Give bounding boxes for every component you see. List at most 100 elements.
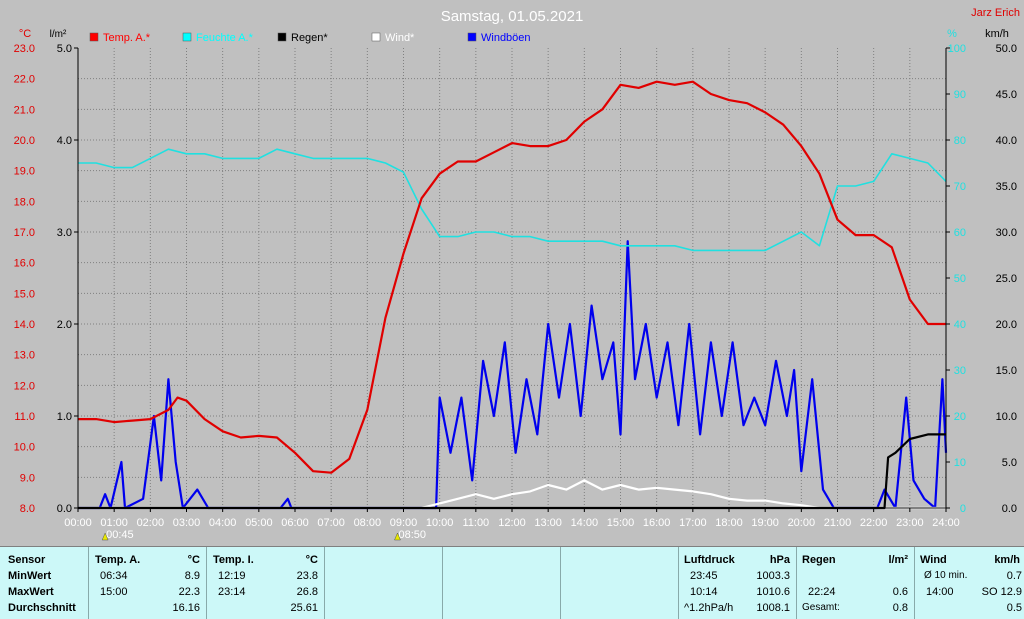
gusts-line xyxy=(78,240,948,510)
wind-tick-label: 15.0 xyxy=(996,365,1017,377)
column-divider xyxy=(324,547,325,619)
wind-tick-label: 25.0 xyxy=(996,273,1017,285)
x-tick-label: 10:00 xyxy=(426,517,454,529)
weather-chart: 00:00 01:00 02:00 03:00 04:00 05:00 06:00 07:00… xyxy=(14,7,1020,541)
pressure-header: Luftdruck xyxy=(684,554,735,566)
temp-tick-label: 18.0 xyxy=(14,196,35,208)
pressure-min-value: 1003.3 xyxy=(756,570,790,582)
wind-tick-label: 30.0 xyxy=(996,227,1017,239)
legend-swatch xyxy=(182,32,192,42)
time-marker-label: 08:50 xyxy=(398,529,426,541)
rain-max-value: 0.6 xyxy=(892,586,908,598)
temp-a-max-time: 15:00 xyxy=(100,586,128,598)
temp-tick-label: 14.0 xyxy=(14,319,35,331)
wind-avg10-label: Ø 10 min. xyxy=(924,570,968,581)
ticks-layer: 00:00 01:00 02:00 03:00 04:00 05:00 06:00 07:00… xyxy=(14,43,1017,529)
x-tick-label: 20:00 xyxy=(788,517,816,529)
temp-a-header: Temp. A. xyxy=(95,554,141,566)
legend-label: Regen* xyxy=(291,32,328,44)
author-label: Jarz Erich xyxy=(971,7,1020,19)
wind-tick-label: 20.0 xyxy=(996,319,1017,331)
humidity-tick-label: 10 xyxy=(954,457,966,469)
x-tick-label: 01:00 xyxy=(100,517,128,529)
wind-avg10-value: 0.7 xyxy=(1006,570,1022,582)
time-marker-icon xyxy=(394,532,401,541)
pressure-max-value: 1010.6 xyxy=(756,586,790,598)
temp-a-min-time: 06:34 xyxy=(100,570,128,582)
temp-tick-label: 17.0 xyxy=(14,227,35,239)
temp-a-max-value: 22.3 xyxy=(178,586,200,598)
temp-tick-label: 19.0 xyxy=(14,166,35,178)
max-label: MaxWert xyxy=(8,586,54,598)
x-tick-label: 14:00 xyxy=(571,517,599,529)
statistics-table: Sensor MinWert MaxWert Durchschnitt Temp… xyxy=(0,546,1024,619)
x-tick-label: 19:00 xyxy=(751,517,779,529)
avg-label: Durchschnitt xyxy=(8,602,76,614)
x-tick-label: 05:00 xyxy=(245,517,273,529)
rain-total-value: 0.8 xyxy=(892,602,908,614)
column-divider xyxy=(88,547,89,619)
legend-label: Windböen xyxy=(481,32,531,44)
legend-swatch xyxy=(89,32,99,42)
humidity-tick-label: 20 xyxy=(954,411,966,423)
humidity-tick-label: 100 xyxy=(948,43,966,55)
humidity-tick-label: 40 xyxy=(954,319,966,331)
temp-tick-label: 13.0 xyxy=(14,350,35,362)
humidity-tick-label: 60 xyxy=(954,227,966,239)
rain-tick-label: 0.0 xyxy=(57,503,72,515)
wind-unit-label: km/h xyxy=(985,28,1009,40)
rain-tick-label: 1.0 xyxy=(57,411,72,423)
rain-tick-label: 3.0 xyxy=(57,227,72,239)
grid-layer xyxy=(78,48,946,508)
temp-tick-label: 9.0 xyxy=(20,472,35,484)
x-tick-label: 06:00 xyxy=(281,517,309,529)
x-tick-label: 03:00 xyxy=(173,517,201,529)
wind-tick-label: 45.0 xyxy=(996,89,1017,101)
temp-tick-label: 10.0 xyxy=(14,442,35,454)
wind-tick-label: 10.0 xyxy=(996,411,1017,423)
marker-layer: 00:45 08:50 xyxy=(101,529,426,541)
rain-tick-label: 2.0 xyxy=(57,319,72,331)
column-divider xyxy=(442,547,443,619)
pressure-avg-value: 1008.1 xyxy=(756,602,790,614)
temp-a-min-value: 8.9 xyxy=(184,570,200,582)
x-tick-label: 15:00 xyxy=(607,517,635,529)
column-divider xyxy=(796,547,797,619)
x-tick-label: 02:00 xyxy=(137,517,165,529)
wind-unit: km/h xyxy=(994,554,1020,566)
x-tick-label: 21:00 xyxy=(824,517,852,529)
temp-tick-label: 20.0 xyxy=(14,135,35,147)
rain-tick-label: 5.0 xyxy=(57,43,72,55)
x-tick-label: 12:00 xyxy=(498,517,526,529)
humidity-tick-label: 50 xyxy=(954,273,966,285)
x-tick-label: 04:00 xyxy=(209,517,237,529)
x-tick-label: 18:00 xyxy=(715,517,743,529)
sensor-header: Sensor xyxy=(8,554,46,566)
column-divider xyxy=(914,547,915,619)
x-tick-label: 00:00 xyxy=(64,517,92,529)
temp-a-unit: °C xyxy=(187,554,200,566)
temp-tick-label: 11.0 xyxy=(14,411,35,423)
wind-tick-label: 0.0 xyxy=(1002,503,1017,515)
temp-tick-label: 15.0 xyxy=(14,288,35,300)
rain-tick-label: 4.0 xyxy=(57,135,72,147)
pressure-max-time: 10:14 xyxy=(690,586,718,598)
x-tick-label: 11:00 xyxy=(462,517,489,529)
x-tick-label: 13:00 xyxy=(534,517,562,529)
humidity-tick-label: 90 xyxy=(954,89,966,101)
temp-i-avg-value: 25.61 xyxy=(290,602,318,614)
x-tick-label: 07:00 xyxy=(317,517,345,529)
temp-i-max-value: 26.8 xyxy=(296,586,318,598)
column-divider xyxy=(206,547,207,619)
column-divider xyxy=(560,547,561,619)
x-tick-label: 17:00 xyxy=(679,517,707,529)
pressure-trend: ^1.2hPa/h xyxy=(684,602,734,614)
temperature-line xyxy=(78,80,946,474)
temp-tick-label: 22.0 xyxy=(14,74,35,86)
rain-unit-label: l/m² xyxy=(50,29,67,40)
x-tick-label: 23:00 xyxy=(896,517,924,529)
temp-i-unit: °C xyxy=(305,554,318,566)
wind-max-time: 14:00 xyxy=(926,586,954,598)
legend-label: Feuchte A.* xyxy=(196,32,254,44)
